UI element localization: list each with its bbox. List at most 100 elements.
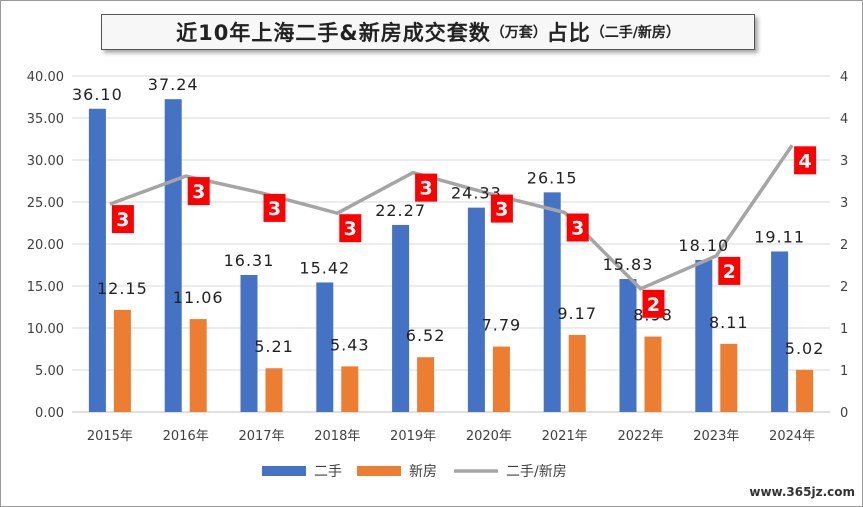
data-label-new-house: 6.52	[406, 326, 446, 345]
ratio-line	[109, 144, 794, 291]
data-label-second-hand: 18.10	[678, 236, 729, 255]
y-right-tick-label: 1	[840, 364, 848, 379]
bar-new-house	[417, 357, 435, 412]
x-tick-label: 2015年	[87, 429, 133, 444]
data-label-new-house: 9.17	[557, 304, 597, 323]
bar-new-house	[189, 319, 207, 412]
bar-second-hand	[543, 192, 561, 412]
bar-new-house	[796, 369, 814, 412]
chart-title-ratio-note: （二手/新房）	[590, 25, 680, 41]
y-right-tick-label: 4	[840, 112, 848, 127]
data-label-new-house: 7.79	[482, 316, 522, 335]
x-tick-label: 2017年	[238, 429, 284, 444]
bar-new-house	[341, 366, 359, 412]
legend-second-hand-label: 二手	[314, 464, 342, 480]
ratio-badge	[263, 193, 286, 222]
y-right-tick-label: 3	[840, 196, 848, 211]
data-label-second-hand: 22.27	[375, 201, 426, 220]
ratio-badge	[794, 146, 817, 175]
x-tick-label: 2020年	[466, 429, 512, 444]
x-tick-label: 2019年	[390, 429, 436, 444]
x-tick-label: 2016年	[163, 429, 209, 444]
y-left-tick-label: 5.00	[35, 364, 64, 379]
bar-second-hand	[240, 274, 258, 412]
ratio-badge	[490, 194, 513, 223]
y-right-tick-label: 1	[840, 322, 848, 337]
y-right-tick-label: 2	[840, 238, 848, 253]
bar-new-house	[492, 346, 510, 412]
ratio-label: 3	[192, 181, 205, 203]
data-label-second-hand: 19.11	[754, 227, 805, 246]
ratio-label: 3	[419, 178, 432, 200]
watermark: www.365jz.com	[749, 485, 855, 499]
bar-new-house	[113, 309, 131, 412]
data-label-second-hand: 24.33	[451, 184, 502, 203]
ratio-badge	[566, 213, 589, 242]
y-left-tick-label: 30.00	[27, 154, 64, 169]
y-left-tick-label: 25.00	[27, 196, 64, 211]
y-left-tick-label: 10.00	[27, 322, 64, 337]
data-label-new-house: 5.21	[254, 337, 294, 356]
bar-second-hand	[619, 279, 637, 412]
bar-second-hand	[316, 282, 334, 412]
x-tick-label: 2024年	[769, 429, 815, 444]
bar-second-hand	[88, 108, 106, 412]
legend-second-hand-swatch	[262, 466, 306, 476]
bar-new-house	[720, 343, 738, 412]
y-right-tick-label: 4	[840, 70, 848, 85]
y-right-tick-label: 2	[840, 280, 848, 295]
data-label-second-hand: 36.10	[72, 85, 123, 104]
data-label-second-hand: 15.42	[299, 258, 350, 277]
chart-title-box: 近10年上海二手&新房成交套数 （万套） 占比 （二手/新房）	[101, 14, 755, 50]
x-tick-label: 2021年	[542, 429, 588, 444]
ratio-label: 3	[344, 218, 357, 240]
data-label-new-house: 5.02	[785, 339, 825, 358]
ratio-badge	[339, 214, 362, 243]
data-label-second-hand: 16.31	[224, 251, 275, 270]
data-label-new-house: 5.43	[330, 335, 370, 354]
x-tick-label: 2018年	[314, 429, 360, 444]
data-label-second-hand: 15.83	[603, 255, 654, 274]
data-label-new-house: 11.06	[173, 288, 224, 307]
bar-second-hand	[695, 259, 713, 412]
y-right-tick-label: 0	[840, 406, 848, 421]
data-label-second-hand: 37.24	[148, 75, 199, 94]
ratio-badge	[415, 173, 438, 202]
bar-new-house	[265, 368, 283, 412]
data-label-new-house: 8.11	[709, 313, 749, 332]
bar-second-hand	[771, 251, 789, 412]
ratio-badge	[111, 205, 134, 234]
bar-new-house	[644, 336, 662, 412]
data-label-new-house: 12.15	[97, 279, 148, 298]
ratio-label: 4	[798, 150, 811, 172]
chart-title-suffix: 占比	[546, 21, 591, 45]
legend-new-house-label: 新房	[409, 464, 437, 480]
bar-second-hand	[164, 99, 182, 413]
y-left-tick-label: 35.00	[27, 112, 64, 127]
ratio-label: 3	[495, 199, 508, 221]
legend-new-house-swatch	[357, 466, 401, 476]
y-right-tick-label: 3	[840, 154, 848, 169]
legend-ratio-label: 二手/新房	[506, 464, 567, 480]
chart-title-unit: （万套）	[490, 25, 547, 41]
ratio-label: 2	[723, 261, 736, 283]
ratio-label: 3	[116, 209, 129, 231]
bar-new-house	[568, 334, 586, 412]
chart-title: 近10年上海二手&新房成交套数	[176, 21, 491, 45]
bar-second-hand	[392, 224, 410, 412]
data-label-second-hand: 26.15	[527, 168, 578, 187]
ratio-label: 2	[647, 294, 660, 316]
ratio-label: 3	[268, 198, 281, 220]
bar-second-hand	[467, 207, 485, 412]
y-left-tick-label: 15.00	[27, 280, 64, 295]
ratio-badge	[718, 256, 741, 285]
y-left-tick-label: 0.00	[35, 406, 64, 421]
y-left-tick-label: 40.00	[27, 70, 64, 85]
ratio-label: 3	[571, 218, 584, 240]
ratio-badge	[187, 177, 210, 206]
x-tick-label: 2022年	[617, 429, 663, 444]
ratio-badge	[642, 289, 665, 318]
y-left-tick-label: 20.00	[27, 238, 64, 253]
x-tick-label: 2023年	[693, 429, 739, 444]
